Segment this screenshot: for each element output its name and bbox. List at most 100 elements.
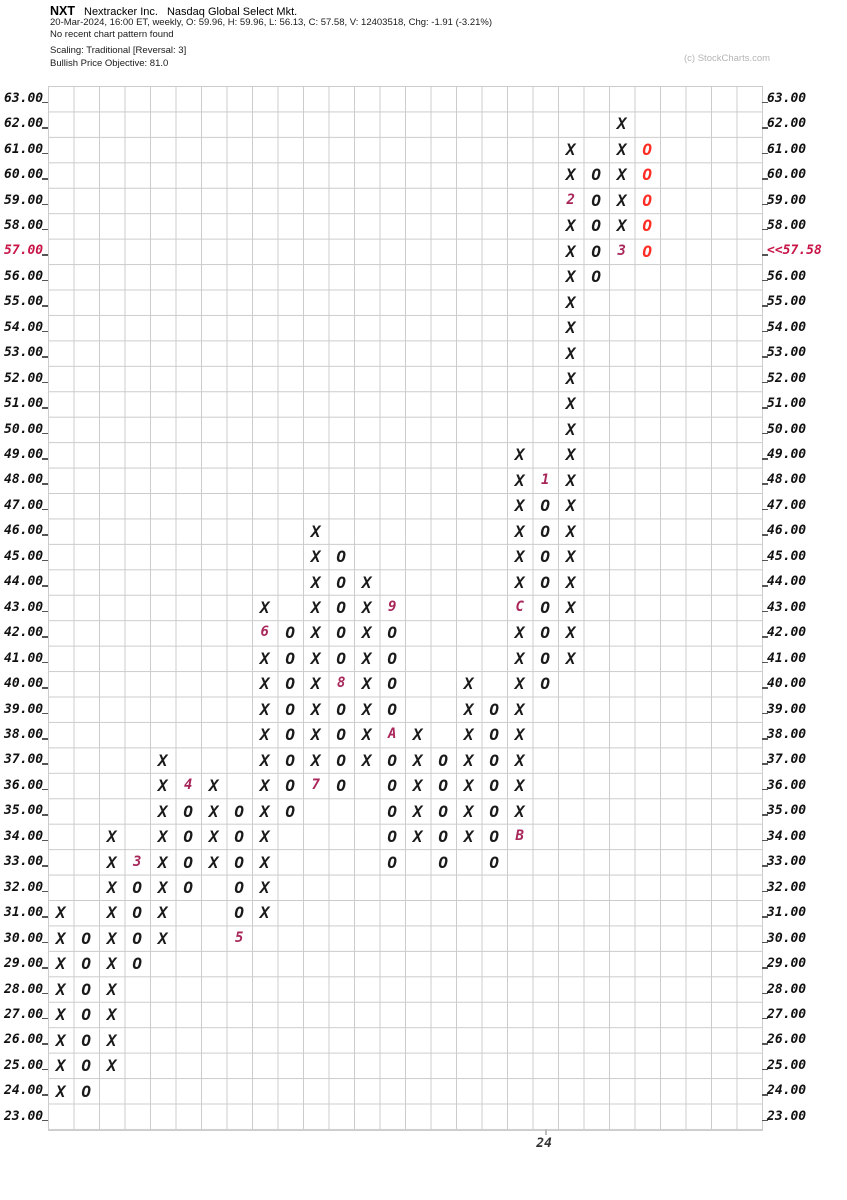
y-axis-label-right: 46.00 xyxy=(767,523,807,539)
y-axis-tick-right xyxy=(762,1017,768,1020)
y-axis-label-left: 30.00 xyxy=(4,930,44,946)
pnf-mark: X xyxy=(514,750,525,770)
pnf-mark: X xyxy=(55,1005,66,1025)
pnf-mark: X xyxy=(514,470,525,490)
pnf-mark: X xyxy=(565,496,576,516)
pnf-mark: O xyxy=(234,801,245,821)
pnf-mark: O xyxy=(336,648,347,668)
pnf-mark: O xyxy=(81,928,92,948)
y-axis-label-left: 56.00 xyxy=(4,268,44,284)
pnf-mark: X xyxy=(565,419,576,439)
pnf-mark: X xyxy=(310,699,321,719)
quote-line: 20-Mar-2024, 16:00 ET, weekly, O: 59.96,… xyxy=(50,17,493,28)
pnf-mark: X xyxy=(463,801,474,821)
pnf-mark: O xyxy=(591,267,602,287)
y-axis-tick-right xyxy=(762,279,768,282)
y-axis-label-left: 38.00 xyxy=(4,727,44,742)
y-axis-tick-left xyxy=(42,687,48,689)
pnf-mark: O xyxy=(285,648,296,668)
y-axis-tick-right xyxy=(762,941,768,944)
y-axis-tick-left xyxy=(42,432,48,435)
y-axis-tick-left xyxy=(42,458,48,460)
y-axis-label-right: 30.00 xyxy=(767,930,807,946)
y-axis-tick-right xyxy=(762,890,768,893)
pnf-month-mark: 2 xyxy=(566,191,575,208)
y-axis-tick-right xyxy=(762,585,768,587)
y-axis-label-right: 45.00 xyxy=(767,548,807,564)
y-axis-label-right: 52.00 xyxy=(767,370,807,386)
pnf-mark: X xyxy=(208,776,219,796)
pnf-mark: O xyxy=(387,623,398,643)
y-axis-tick-right xyxy=(762,432,768,435)
pnf-mark: O xyxy=(336,598,347,618)
pnf-mark: X xyxy=(259,674,270,694)
x-axis-year-label: 24 xyxy=(536,1136,552,1152)
y-axis-label-right: 32.00 xyxy=(767,879,807,895)
y-axis-tick-left xyxy=(42,1068,48,1071)
pnf-mark: X xyxy=(565,165,576,185)
pnf-mark: X xyxy=(565,241,576,261)
y-axis-label-left: 48.00 xyxy=(4,472,44,488)
y-axis-tick-right xyxy=(762,992,768,994)
pnf-mark: X xyxy=(565,216,576,236)
pnf-mark: X xyxy=(259,699,270,719)
y-axis-label-right: 40.00 xyxy=(767,676,807,692)
y-axis-label-left: 58.00 xyxy=(4,217,44,233)
pnf-mark: O xyxy=(336,776,347,796)
pnf-mark: O xyxy=(183,877,194,897)
pnf-mark: O xyxy=(336,750,347,770)
y-axis-label-left: 37.00 xyxy=(4,752,44,768)
pnf-mark: X xyxy=(412,801,423,821)
y-axis-tick-left xyxy=(42,228,48,231)
pnf-mark: X xyxy=(310,521,321,541)
y-axis-label-right: 36.00 xyxy=(767,777,807,793)
pnf-mark: O xyxy=(132,928,143,948)
pnf-mark: O xyxy=(642,190,653,210)
pnf-mark: X xyxy=(463,750,474,770)
y-axis-label-right: 34.00 xyxy=(767,828,807,844)
pnf-mark: X xyxy=(514,623,525,643)
y-axis-tick-right xyxy=(762,839,768,842)
y-axis-tick-right xyxy=(762,356,768,358)
y-axis-tick-left xyxy=(42,559,48,562)
y-axis-tick-right xyxy=(762,101,768,104)
y-axis-label-left: 27.00 xyxy=(4,1006,44,1022)
pnf-mark: X xyxy=(565,318,576,338)
pnf-mark: O xyxy=(132,903,143,923)
y-axis-tick-left xyxy=(42,483,48,485)
pnf-mark: X xyxy=(412,725,423,745)
y-axis-tick-left xyxy=(42,203,48,206)
y-axis-tick-right xyxy=(762,712,768,715)
y-axis-tick-left xyxy=(42,865,48,867)
y-axis-tick-right xyxy=(762,1119,768,1122)
pnf-mark: O xyxy=(387,750,398,770)
y-axis-tick-right xyxy=(762,661,768,664)
pnf-mark: O xyxy=(387,648,398,668)
pnf-mark: X xyxy=(361,648,372,668)
y-axis-label-left: 28.00 xyxy=(4,981,44,997)
pnf-mark: X xyxy=(361,598,372,618)
pnf-mark: X xyxy=(310,725,321,745)
y-axis-label-right: 29.00 xyxy=(767,956,807,972)
pnf-mark: X xyxy=(259,801,270,821)
pnf-mark: O xyxy=(387,699,398,719)
pnf-mark: O xyxy=(438,750,449,770)
y-axis-label-left: 41.00 xyxy=(4,650,44,666)
y-axis-tick-left xyxy=(42,178,48,180)
pnf-mark: X xyxy=(106,954,117,974)
pnf-mark: O xyxy=(336,623,347,643)
y-axis-label-right: 62.00 xyxy=(767,116,807,132)
y-axis-tick-right xyxy=(762,458,768,460)
pnf-month-mark: 7 xyxy=(311,777,320,794)
pnf-mark: O xyxy=(234,877,245,897)
pnf-mark: O xyxy=(387,827,398,847)
y-axis-tick-left xyxy=(42,254,48,256)
y-axis-tick-left xyxy=(42,585,48,587)
y-axis-label-left: 42.00 xyxy=(4,625,44,641)
pnf-mark: X xyxy=(565,139,576,159)
y-axis-label-right: 27.00 xyxy=(767,1006,807,1022)
pnf-mark: X xyxy=(106,979,117,999)
y-axis-tick-left xyxy=(42,305,48,307)
pnf-mark: O xyxy=(336,725,347,745)
